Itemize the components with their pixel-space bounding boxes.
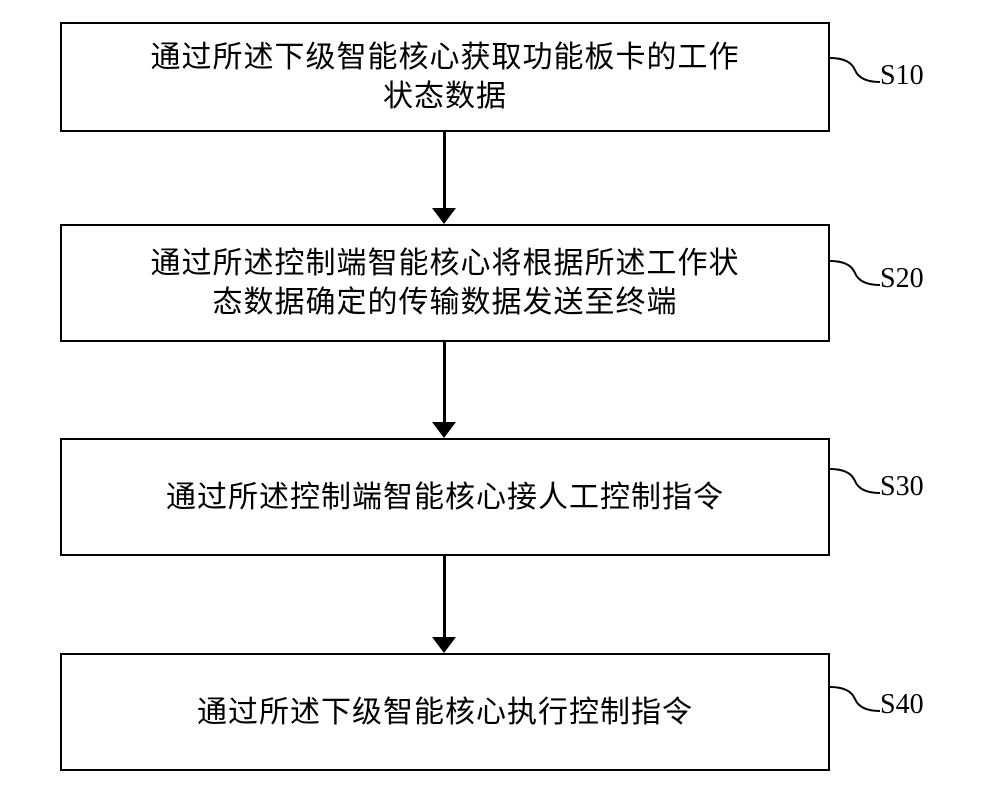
box-s40-line1: 通过所述下级智能核心执行控制指令 [197,696,693,729]
flowchart-box-s10: 通过所述下级智能核心获取功能板卡的工作 状态数据 [60,22,830,132]
box-s30-line1: 通过所述控制端智能核心接人工控制指令 [166,481,724,514]
flowchart-canvas: 通过所述下级智能核心获取功能板卡的工作 状态数据 S10 通过所述控制端智能核心… [0,0,1000,802]
step-label-s40: S40 [880,689,924,721]
box-s10-line1: 通过所述下级智能核心获取功能板卡的工作 [151,41,740,74]
arrow-2-head [432,422,456,438]
flowchart-box-s30: 通过所述控制端智能核心接人工控制指令 [60,438,830,556]
arrow-3-line [443,556,446,639]
connector-s10 [830,50,880,90]
arrow-2-line [443,342,446,424]
step-label-s10: S10 [880,60,924,92]
connector-s30 [830,461,880,501]
flowchart-box-s40: 通过所述下级智能核心执行控制指令 [60,653,830,771]
connector-s20 [830,253,880,293]
box-s20-line2: 态数据确定的传输数据发送至终端 [213,286,678,319]
arrow-1-line [443,132,446,210]
connector-s40 [830,679,880,719]
step-label-s30: S30 [880,471,924,503]
box-s10-line2: 状态数据 [383,80,507,113]
box-s20-line1: 通过所述控制端智能核心将根据所述工作状 [151,247,740,280]
arrow-1-head [432,208,456,224]
step-label-s20: S20 [880,263,924,295]
flowchart-box-s20: 通过所述控制端智能核心将根据所述工作状 态数据确定的传输数据发送至终端 [60,224,830,342]
arrow-3-head [432,637,456,653]
